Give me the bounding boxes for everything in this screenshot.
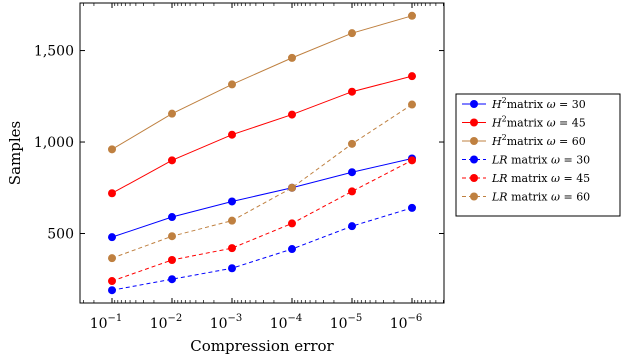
data-point	[348, 87, 356, 96]
legend-marker	[470, 174, 478, 182]
series-line	[111, 159, 413, 282]
data-point	[348, 168, 356, 177]
legend-marker	[470, 155, 478, 164]
legend-marker	[470, 118, 478, 127]
x-tick-base: 10	[330, 316, 348, 332]
data-point	[288, 245, 296, 254]
legend-entry: H2matrix ω = 60	[462, 133, 586, 148]
x-tick-base: 10	[90, 316, 108, 332]
legend-label: H2matrix ω = 30	[491, 96, 586, 111]
data-point	[408, 156, 416, 165]
data-point	[288, 110, 296, 119]
data-point	[168, 109, 176, 118]
x-tick-label: 10−4	[270, 313, 303, 332]
data-point	[408, 11, 416, 20]
x-tick-label: 10−6	[390, 313, 423, 332]
x-tick-label: 10−5	[330, 313, 363, 332]
series-line	[111, 158, 413, 238]
x-tick-exponent: −1	[108, 313, 123, 324]
data-point	[228, 80, 236, 89]
series-line	[111, 104, 413, 259]
data-point	[348, 139, 356, 148]
data-point	[108, 145, 116, 154]
series-h2-omega-45	[108, 72, 416, 198]
series-lr-omega-45	[108, 156, 416, 286]
x-tick-exponent: −3	[228, 313, 243, 324]
data-point	[168, 232, 176, 241]
data-point	[228, 244, 236, 253]
legend-entry: LR matrix ω = 60	[462, 191, 590, 204]
y-axis-ticks: 500 1,000 1,500	[34, 44, 444, 242]
data-point	[348, 29, 356, 38]
legend-marker	[470, 137, 478, 145]
legend-entry: LR matrix ω = 30	[462, 154, 590, 167]
data-point	[108, 189, 116, 198]
legend-entry: H2matrix ω = 45	[462, 115, 586, 130]
legend-marker	[470, 192, 478, 201]
legend-label: H2matrix ω = 45	[491, 115, 586, 130]
x-tick-label: 10−1	[90, 313, 123, 332]
x-tick-exponent: −6	[408, 313, 423, 324]
data-point	[408, 203, 416, 212]
data-point	[108, 286, 116, 295]
data-point	[288, 219, 296, 228]
plot-frame	[79, 2, 445, 304]
legend: H2matrix ω = 30 H2matrix ω = 45 H2matrix ω…	[455, 93, 621, 217]
series-line	[111, 75, 413, 194]
data-point	[228, 197, 236, 206]
x-tick-base: 10	[150, 316, 168, 332]
data-point	[228, 130, 236, 139]
legend-frame	[455, 93, 621, 217]
data-point	[168, 256, 176, 265]
data-point	[228, 264, 236, 273]
series-line	[111, 15, 413, 150]
data-point	[108, 254, 116, 263]
x-tick-base: 10	[210, 316, 228, 332]
x-tick-base: 10	[270, 316, 288, 332]
data-point	[408, 100, 416, 109]
legend-marker	[470, 100, 478, 108]
y-tick-label: 1,000	[34, 135, 74, 151]
legend-label: LR matrix ω = 60	[491, 191, 590, 204]
legend-entry: LR matrix ω = 45	[462, 172, 590, 185]
x-axis-label: Compression error	[190, 337, 334, 355]
x-tick-exponent: −4	[288, 313, 303, 324]
data-point	[228, 216, 236, 225]
series-lr-omega-30	[108, 203, 416, 295]
data-point	[408, 72, 416, 81]
data-point	[108, 233, 116, 242]
data-point	[348, 187, 356, 196]
series-h2-omega-30	[108, 154, 416, 242]
y-tick-label: 500	[47, 226, 74, 242]
y-axis-label: Samples	[6, 121, 24, 185]
legend-label: LR matrix ω = 45	[491, 172, 590, 185]
x-tick-label: 10−2	[150, 313, 183, 332]
legend-label: H2matrix ω = 60	[491, 133, 586, 148]
legend-label: LR matrix ω = 30	[491, 154, 590, 167]
data-point	[108, 277, 116, 286]
data-point	[168, 156, 176, 165]
x-tick-base: 10	[390, 316, 408, 332]
x-axis-ticks: 10−1 10−2 10−3 10−4 10−5 10−6	[83, 3, 444, 332]
data-point	[348, 222, 356, 231]
x-tick-exponent: −2	[168, 313, 183, 324]
data-point	[288, 183, 296, 192]
y-tick-label: 1,500	[34, 44, 74, 60]
x-tick-exponent: −5	[348, 313, 363, 324]
series-layer	[108, 11, 416, 295]
data-point	[168, 213, 176, 222]
series-lr-omega-60	[108, 100, 416, 263]
x-tick-label: 10−3	[210, 313, 243, 332]
legend-entry: H2matrix ω = 30	[462, 96, 586, 111]
series-line	[111, 207, 413, 291]
series-h2-omega-60	[108, 11, 416, 154]
data-point	[288, 53, 296, 62]
data-point	[168, 275, 176, 284]
